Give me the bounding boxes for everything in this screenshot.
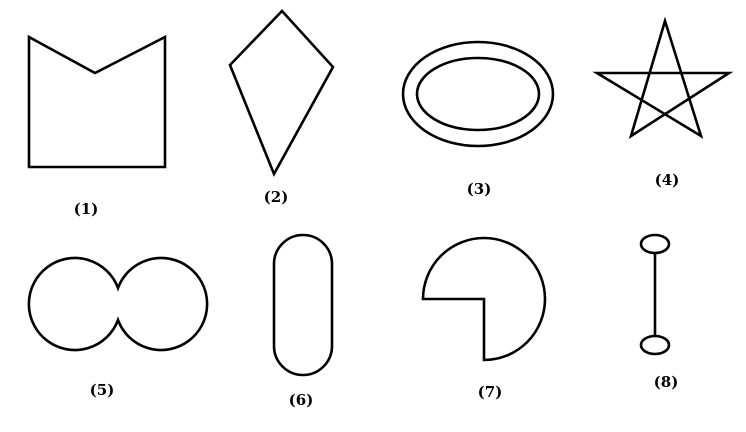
shape-6: (6) <box>272 233 334 409</box>
pacman-outline <box>421 236 547 362</box>
capsule-outline <box>272 233 334 377</box>
notched-rectangle-outline <box>27 34 167 169</box>
shape-7-label: (7) <box>478 383 503 401</box>
shape-5-label: (5) <box>90 381 115 399</box>
inner-ellipse <box>415 56 541 132</box>
shape-4: (4) <box>592 16 734 189</box>
shape-3: (3) <box>401 40 555 198</box>
shape-8: (8) <box>639 233 679 391</box>
shape-6-label: (6) <box>289 391 314 409</box>
bottom-ellipse <box>639 334 671 356</box>
outer-ellipse <box>401 40 555 148</box>
star-outline <box>592 16 734 139</box>
kite-outline <box>228 9 335 178</box>
shape-8-label: (8) <box>654 373 679 391</box>
shape-3-label: (3) <box>467 180 492 198</box>
shape-2: (2) <box>228 9 335 206</box>
shape-5: (5) <box>27 256 209 399</box>
shape-2-label: (2) <box>264 188 289 206</box>
shape-1-label: (1) <box>74 200 99 218</box>
shape-1: (1) <box>27 34 167 218</box>
shape-7: (7) <box>421 236 547 401</box>
double-circle-outline <box>27 256 209 352</box>
shape-4-label: (4) <box>655 171 680 189</box>
